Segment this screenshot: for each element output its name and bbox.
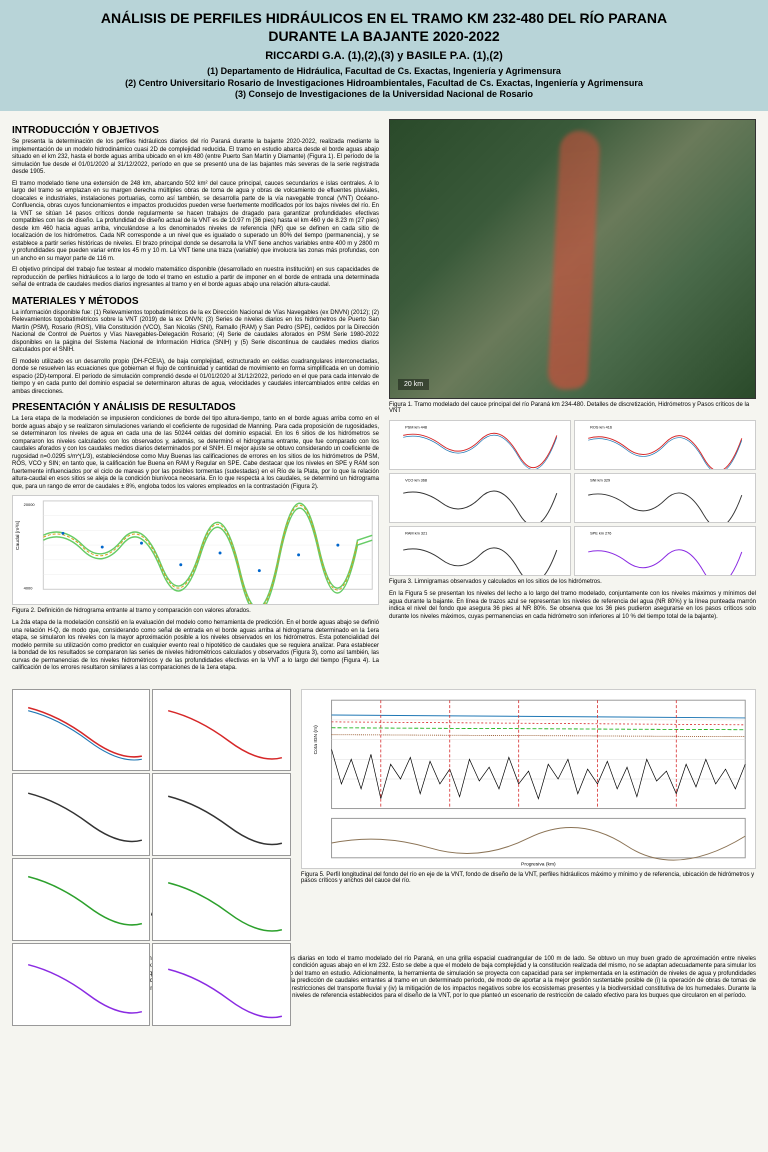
fig4-panel [152, 689, 290, 772]
fig3-panel-ros: ROS km 416 [574, 420, 756, 470]
svg-text:PSM km 448: PSM km 448 [405, 426, 427, 430]
figure-2-chart: Caudal [m³/s] 20000 4000 [12, 495, 379, 605]
fig4-panel [12, 689, 150, 772]
svg-text:VCO km 368: VCO km 368 [405, 479, 427, 483]
fig4-panel [152, 858, 290, 941]
affiliation-2: (2) Centro Universitario Rosario de Inve… [15, 78, 753, 90]
fig4-panel [12, 773, 150, 856]
svg-text:SNI km 329: SNI km 329 [590, 479, 610, 483]
affiliation-3: (3) Consejo de Investigaciones de la Uni… [15, 89, 753, 101]
figure-1-caption: Figura 1. Tramo modelado del cauce princ… [389, 402, 756, 414]
svg-text:Caudal [m³/s]: Caudal [m³/s] [15, 520, 21, 550]
results-p1: La 1era etapa de la modelación se impusi… [12, 416, 379, 491]
title-line-1: ANÁLISIS DE PERFILES HIDRÁULICOS EN EL T… [15, 10, 753, 26]
svg-text:Cota IGN (m): Cota IGN (m) [313, 724, 319, 754]
figure-1-map: 20 km [389, 119, 756, 399]
materials-title: MATERIALES Y MÉTODOS [12, 296, 379, 307]
svg-text:4000: 4000 [24, 585, 34, 590]
fig3-panel-psm: PSM km 448 [389, 420, 571, 470]
fig3-panel-vco: VCO km 368 [389, 473, 571, 523]
intro-p2: El tramo modelado tiene una extensión de… [12, 181, 379, 264]
materials-p1: La información disponible fue: (1) Relev… [12, 310, 379, 355]
figure-5-chart: Cota IGN (m) Progresiva (km) [301, 689, 756, 869]
results-p2: La 2da etapa de la modelación consistió … [12, 620, 379, 673]
fig3-panel-spe: SPE km 276 [574, 526, 756, 576]
fig4-panel [152, 943, 290, 1026]
figure-5-caption: Figura 5. Perfil longitudinal del fondo … [301, 872, 756, 884]
title-line-2: DURANTE LA BAJANTE 2020-2022 [15, 28, 753, 44]
figure-2-caption: Figura 2. Definición de hidrograma entra… [12, 608, 379, 614]
affiliation-1: (1) Departamento de Hidráulica, Facultad… [15, 66, 753, 78]
fig3-panel-ram: RAM km 321 [389, 526, 571, 576]
intro-p3: El objetivo principal del trabajo fue te… [12, 267, 379, 290]
figure-4-grid [12, 689, 291, 909]
svg-text:SPE km 276: SPE km 276 [590, 532, 611, 536]
intro-p1: Se presenta la determinación de los perf… [12, 139, 379, 177]
bottom-figures-row: Figura 4. Permanencias de profundidades … [0, 689, 768, 930]
fig3-description: En la Figura 5 se presentan los niveles … [389, 591, 756, 621]
intro-title: INTRODUCCIÓN Y OBJETIVOS [12, 125, 379, 136]
materials-p2: El modelo utilizado es un desarrollo pro… [12, 359, 379, 397]
right-column: 20 km Figura 1. Tramo modelado del cauce… [389, 119, 756, 677]
svg-text:RAM km 321: RAM km 321 [405, 532, 427, 536]
main-content: INTRODUCCIÓN Y OBJETIVOS Se presenta la … [0, 111, 768, 685]
poster-header: ANÁLISIS DE PERFILES HIDRÁULICOS EN EL T… [0, 0, 768, 111]
figure-3-caption: Figura 3. Limnigramas observados y calcu… [389, 579, 756, 585]
svg-text:20000: 20000 [24, 502, 36, 507]
figure-3-grid: PSM km 448 ROS km 416 VCO km 368 SNI km … [389, 420, 756, 576]
left-column: INTRODUCCIÓN Y OBJETIVOS Se presenta la … [12, 119, 379, 677]
figure-5-wrapper: Cota IGN (m) Progresiva (km) Figura 5. P… [301, 689, 756, 930]
authors: RICCARDI G.A. (1),(2),(3) y BASILE P.A. … [15, 50, 753, 62]
fig3-panel-sni: SNI km 329 [574, 473, 756, 523]
results-title: PRESENTACIÓN Y ANÁLISIS DE RESULTADOS [12, 402, 379, 413]
fig4-panel [12, 858, 150, 941]
fig4-panel [152, 773, 290, 856]
figure-4-wrapper: Figura 4. Permanencias de profundidades … [12, 689, 291, 930]
fig4-panel [12, 943, 150, 1026]
svg-text:ROS km 416: ROS km 416 [590, 426, 612, 430]
scale-bar: 20 km [398, 379, 429, 390]
svg-text:Progresiva (km): Progresiva (km) [521, 861, 556, 867]
